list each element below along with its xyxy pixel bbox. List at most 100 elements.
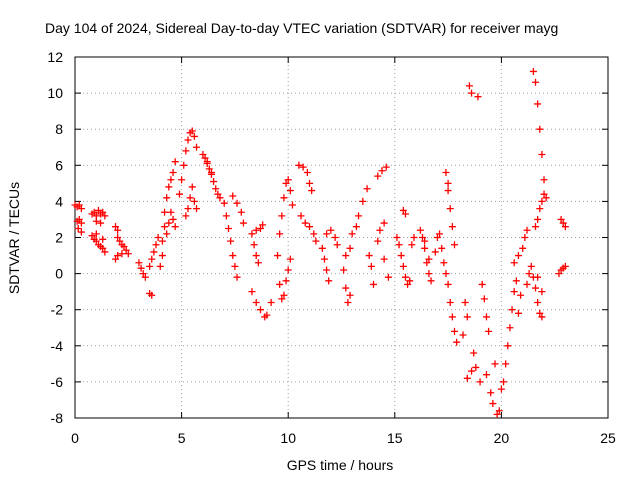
data-point xyxy=(267,298,275,306)
data-point xyxy=(376,226,384,234)
data-point xyxy=(461,298,469,306)
data-point xyxy=(178,176,186,184)
data-point xyxy=(171,158,179,166)
data-point xyxy=(193,143,201,151)
data-point xyxy=(536,309,544,317)
data-point xyxy=(135,259,143,267)
x-tick-label: 5 xyxy=(178,430,186,446)
data-point xyxy=(74,224,82,232)
data-point xyxy=(425,255,433,263)
data-point xyxy=(175,190,183,198)
data-point xyxy=(75,215,83,223)
data-point xyxy=(278,295,286,303)
data-point xyxy=(77,205,85,213)
data-point xyxy=(442,270,450,278)
data-point xyxy=(399,262,407,270)
data-point xyxy=(444,179,452,187)
data-point xyxy=(116,237,124,245)
data-point xyxy=(154,234,162,241)
data-point xyxy=(508,306,516,314)
data-point xyxy=(472,363,480,371)
data-point xyxy=(502,360,510,368)
data-point xyxy=(158,252,166,260)
y-tick-label: 2 xyxy=(55,230,63,246)
data-point xyxy=(297,212,305,220)
data-point xyxy=(101,212,109,220)
data-point xyxy=(165,219,173,227)
data-point xyxy=(250,241,258,249)
data-point xyxy=(482,371,490,379)
data-point xyxy=(256,306,264,314)
data-point xyxy=(333,241,341,249)
data-point xyxy=(99,208,107,216)
x-tick-label: 10 xyxy=(280,430,296,446)
data-point xyxy=(306,179,314,187)
data-point xyxy=(77,219,85,227)
data-point xyxy=(210,178,218,186)
data-point xyxy=(90,208,98,216)
data-point xyxy=(152,241,160,249)
data-point xyxy=(94,206,102,214)
data-point xyxy=(410,234,418,241)
data-point xyxy=(233,199,241,207)
data-point xyxy=(156,262,164,270)
data-point xyxy=(448,223,456,231)
data-point xyxy=(182,212,190,220)
data-point xyxy=(229,252,237,260)
data-point xyxy=(312,237,320,245)
data-point xyxy=(348,230,356,238)
data-point xyxy=(378,167,386,175)
data-point xyxy=(169,215,177,223)
data-point xyxy=(280,291,288,299)
data-point xyxy=(141,273,149,281)
data-point xyxy=(222,212,230,220)
data-point xyxy=(327,226,335,234)
data-point xyxy=(203,158,211,166)
data-point xyxy=(408,241,416,249)
data-point xyxy=(118,250,126,258)
data-point xyxy=(540,176,548,184)
data-point xyxy=(282,277,290,285)
data-point xyxy=(229,192,237,200)
data-point xyxy=(431,248,439,256)
data-point xyxy=(442,169,450,177)
data-point xyxy=(276,230,284,238)
data-point xyxy=(120,243,128,251)
data-point xyxy=(284,176,292,184)
data-point xyxy=(186,194,194,202)
y-tick-label: -2 xyxy=(51,302,64,318)
data-point xyxy=(536,205,544,213)
data-point xyxy=(286,187,294,195)
data-point xyxy=(280,194,288,202)
y-tick-label: 6 xyxy=(55,157,63,173)
data-point xyxy=(148,291,156,299)
data-point xyxy=(493,410,501,418)
data-points xyxy=(71,67,569,418)
data-point xyxy=(506,324,514,332)
data-point xyxy=(112,255,120,263)
data-point xyxy=(534,215,542,223)
y-tick-label: 4 xyxy=(55,193,63,209)
data-point xyxy=(425,270,433,278)
data-point xyxy=(184,136,192,144)
axes xyxy=(74,56,609,419)
data-point xyxy=(382,163,390,171)
data-point xyxy=(512,277,520,285)
chart-title: Day 104 of 2024, Sidereal Day-to-day VTE… xyxy=(45,20,558,36)
data-point xyxy=(248,288,256,296)
data-point xyxy=(374,237,382,245)
data-point xyxy=(286,255,294,263)
y-tick-label: -6 xyxy=(51,374,64,390)
tick-labels: 0 5 10 15 20 25 -8 -6 -4 -2 0 2 4 6 8 10 12 xyxy=(47,49,616,446)
data-point xyxy=(193,205,201,213)
data-point xyxy=(207,169,215,177)
data-point xyxy=(216,194,224,202)
data-point xyxy=(532,223,540,231)
data-point xyxy=(557,215,565,223)
data-point xyxy=(346,291,354,299)
data-point xyxy=(150,248,158,256)
y-tick-label: -8 xyxy=(51,410,64,426)
